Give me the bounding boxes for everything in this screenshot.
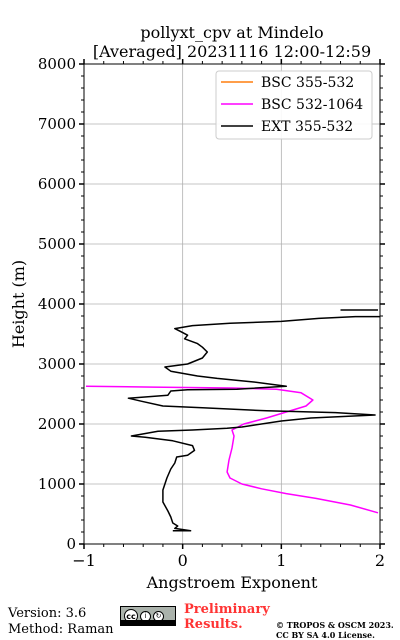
y-tick-label: 6000 [38, 175, 76, 193]
preliminary-line-1: Preliminary [184, 602, 270, 617]
y-tick-label: 8000 [38, 55, 76, 73]
x-tick-label: −1 [72, 551, 96, 570]
legend: BSC 355-532 BSC 532-1064 EXT 355-532 [215, 70, 373, 140]
y-tick-label: 4000 [38, 295, 76, 313]
preliminary-notice: Preliminary Results. [184, 602, 270, 632]
preliminary-line-2: Results. [184, 617, 243, 632]
y-tick-label: 2000 [38, 415, 76, 433]
cc-strip [121, 620, 175, 625]
legend-label-ext-355-532: EXT 355-532 [261, 119, 353, 135]
x-axis-label: Angstroem Exponent [146, 573, 318, 592]
version-text: Version: 3.6 [8, 606, 87, 621]
x-tick-label: 0 [178, 551, 188, 570]
y-tick-label: 3000 [38, 355, 76, 373]
legend-box [215, 70, 373, 140]
legend-label-bsc-355-532: BSC 355-532 [261, 75, 354, 91]
y-tick-label: 0 [66, 535, 76, 553]
footer-info: Version: 3.6 Method: Raman [8, 606, 114, 638]
y-tick-label: 5000 [38, 235, 76, 253]
y-tick-label: 1000 [38, 475, 76, 493]
cc-license-logo: cc i ↻ [120, 606, 176, 626]
x-tick-label: 2 [375, 551, 385, 570]
series-line-ext-355-532 [127, 315, 380, 532]
chart-title: pollyxt_cpv at Mindelo [140, 23, 323, 42]
chart-subtitle: [Averaged] 20231116 12:00-12:59 [93, 42, 371, 61]
chart-canvas: pollyxt_cpv at Mindelo [Averaged] 202311… [9, 23, 385, 592]
series-layer [85, 309, 380, 532]
method-text: Method: Raman [8, 622, 114, 637]
y-tick-label: 7000 [38, 115, 76, 133]
copyright-line-1: © TROPOS & OSCM 2023. [276, 620, 394, 630]
copyright-line-2: CC BY SA 4.0 License. [276, 630, 375, 640]
series-line-bsc-532-1064 [85, 385, 379, 514]
copyright-notice: © TROPOS & OSCM 2023. CC BY SA 4.0 Licen… [276, 620, 394, 640]
y-axis-label: Height (m) [9, 260, 28, 348]
x-tick-label: 1 [276, 551, 286, 570]
major-ticks [79, 59, 385, 549]
legend-label-bsc-532-1064: BSC 532-1064 [261, 97, 363, 113]
